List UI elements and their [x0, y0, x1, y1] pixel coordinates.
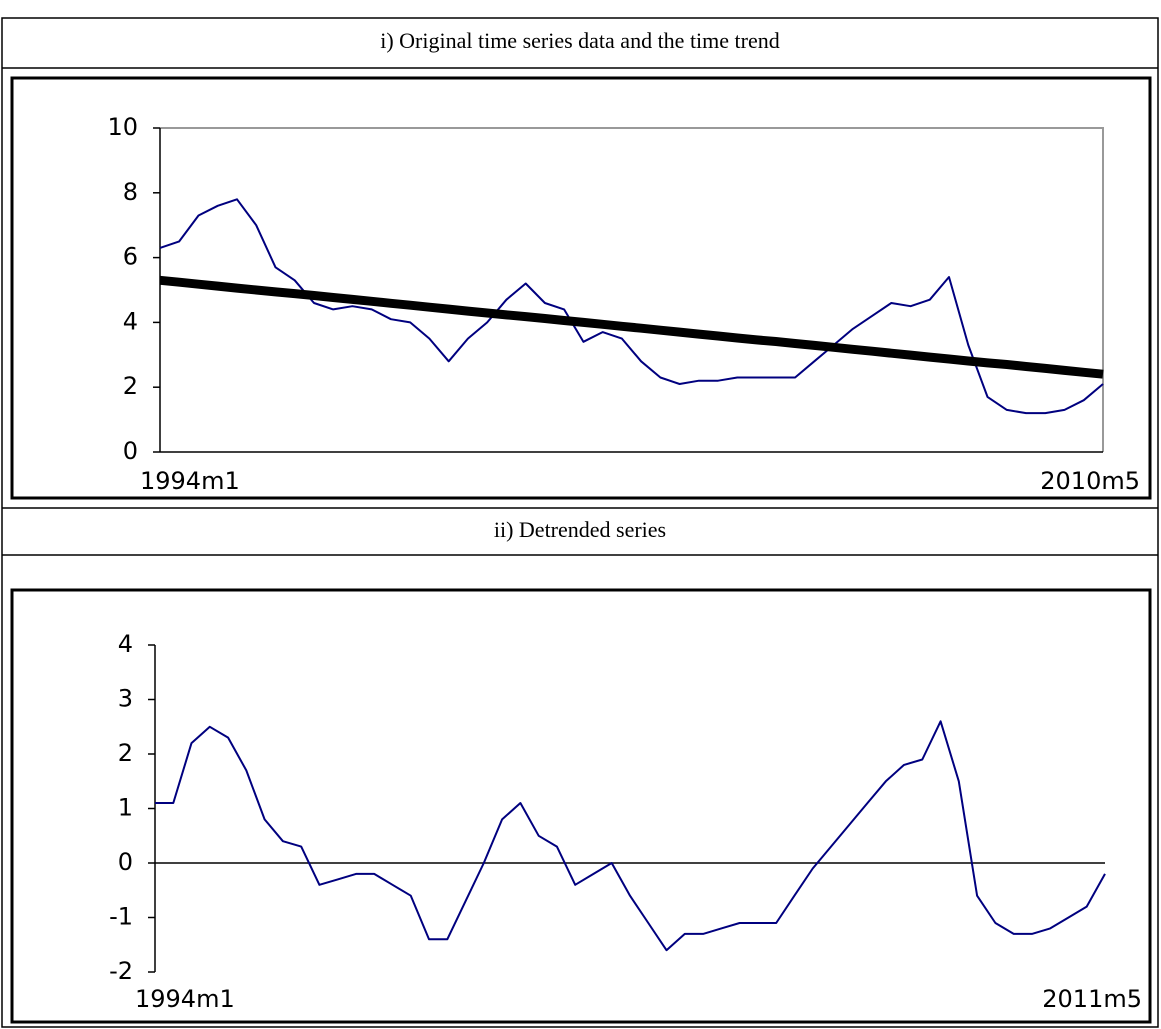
y-tick-label: 6 — [123, 243, 138, 271]
x-tick-label: 2011m5 — [1042, 985, 1142, 1013]
y-tick-label: 2 — [118, 739, 133, 767]
y-tick-label: 8 — [123, 178, 138, 206]
y-tick-label: 1 — [118, 794, 133, 822]
y-tick-label: 10 — [107, 113, 138, 141]
x-tick-label: 1994m1 — [140, 467, 240, 495]
panel-heading: i) Original time series data and the tim… — [380, 28, 780, 53]
data-line — [155, 720, 1106, 952]
table-border — [1, 17, 1159, 1028]
y-tick-label: -2 — [109, 957, 133, 985]
y-tick-label: 4 — [118, 630, 133, 658]
y-tick-label: 2 — [123, 372, 138, 400]
y-tick-label: 0 — [123, 437, 138, 465]
x-tick-label: 2010m5 — [1040, 467, 1140, 495]
y-tick-label: -1 — [109, 903, 133, 931]
chart-frame — [10, 588, 1152, 1024]
data-line — [159, 198, 1104, 415]
x-tick-label: 1994m1 — [135, 985, 235, 1013]
y-tick-label: 4 — [123, 307, 138, 335]
y-tick-label: 3 — [118, 685, 133, 713]
y-tick-label: 0 — [118, 848, 133, 876]
panel-heading: ii) Detrended series — [494, 517, 666, 542]
plot-frame — [160, 127, 1104, 452]
chart-frame — [10, 76, 1152, 500]
data-line — [159, 275, 1104, 379]
